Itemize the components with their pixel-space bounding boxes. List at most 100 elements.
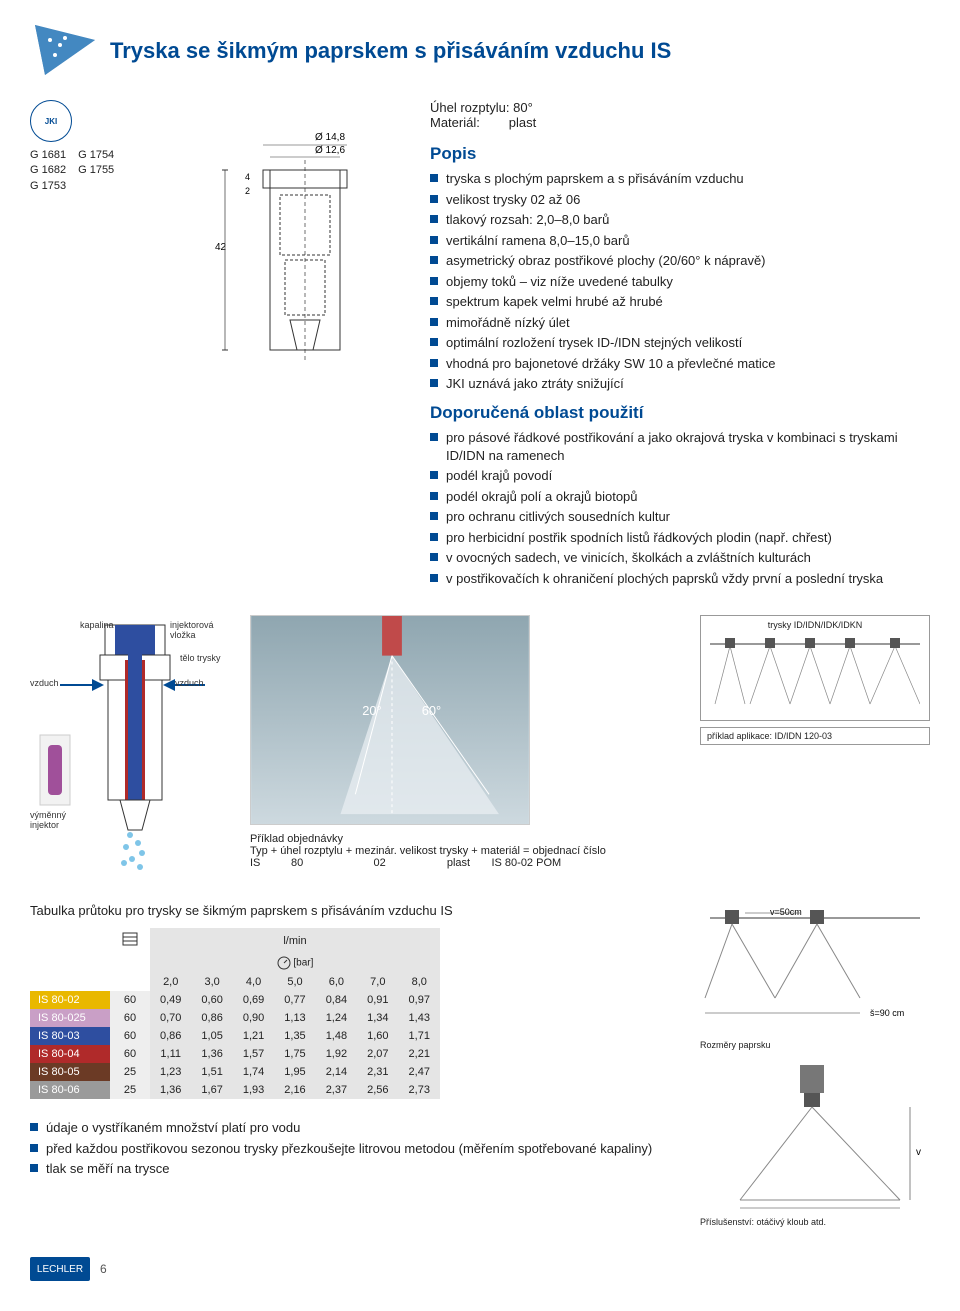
flow-cell: 2,56 (357, 1081, 398, 1099)
list-item: v postřikovačích k ohraničení plochých p… (430, 570, 930, 588)
list-item: vertikální ramena 8,0–15,0 barů (430, 232, 930, 250)
flow-cell: 0,70 (150, 1009, 191, 1027)
label-injektorova-vlozka: injektorová vložka (170, 620, 230, 640)
list-item: pro herbicidní postřik spodních listů řá… (430, 529, 930, 547)
list-item: spektrum kapek velmi hrubé až hrubé (430, 293, 930, 311)
table-row: IS 80-04601,111,361,571,751,922,072,21 (30, 1045, 440, 1063)
flow-cell: 1,92 (316, 1045, 357, 1063)
flow-cell: 1,13 (274, 1009, 315, 1027)
page-header: Tryska se šikmým paprskem s přisáváním v… (30, 20, 930, 80)
list-item: JKI uznává jako ztráty snižující (430, 375, 930, 393)
dim-h1: 4 (245, 172, 250, 182)
jki-block: JKI G 1681 G 1682 G 1753 G 1754 G 1755 (30, 100, 140, 590)
flow-cell: 2,37 (316, 1081, 357, 1099)
illus-example-app: příklad aplikace: ID/IDN 120-03 (700, 727, 930, 745)
list-item: optimální rozložení trysek ID-/IDN stejn… (430, 334, 930, 352)
flow-cell: 0,86 (150, 1027, 191, 1045)
spray-dimension-illustrations: v=50cm š=90 cm Rozměry paprsku v š Přísl… (700, 903, 930, 1227)
flow-cell: 1,35 (274, 1027, 315, 1045)
label-kapalina: kapalina (80, 620, 114, 630)
type-cell: IS 80-06 (30, 1081, 110, 1099)
dim-d1: Ø 14,8 (315, 132, 345, 143)
cutaway-diagram: kapalina injektorová vložka tělo trysky … (30, 615, 230, 878)
label-vymenny-injektor: výměnný injektor (30, 810, 80, 830)
flow-cell: 1,48 (316, 1027, 357, 1045)
gauge-icon (277, 956, 291, 970)
flow-cell: 1,51 (191, 1063, 232, 1081)
list-item: pro ochranu citlivých sousedních kultur (430, 508, 930, 526)
list-item: objemy toků – viz níže uvedené tabulky (430, 273, 930, 291)
angle-20: 20° (362, 703, 381, 718)
flow-table: l/min [bar] 2,03,04,05,06,07,08,0 IS 80-… (30, 928, 440, 1099)
flow-cell: 2,21 (399, 1045, 440, 1063)
flow-cell: 0,49 (150, 991, 191, 1009)
list-item: tryska s plochým paprskem a s přisáváním… (430, 170, 930, 188)
sieve-cell: 60 (110, 1045, 150, 1063)
illus-top: trysky ID/IDN/IDK/IDKN (700, 615, 930, 721)
list-item: údaje o vystříkaném množství platí pro v… (30, 1119, 670, 1137)
lechler-logo: LECHLER (30, 1257, 90, 1281)
jki-codes-col1: G 1681 G 1682 G 1753 (30, 148, 66, 194)
flow-cell: 0,97 (399, 991, 440, 1009)
type-cell: IS 80-03 (30, 1027, 110, 1045)
prislusenstvi-label: Příslušenství: otáčivý kloub atd. (700, 1217, 930, 1227)
flow-cell: 0,91 (357, 991, 398, 1009)
list-item: v ovocných sadech, ve vinicích, školkách… (430, 549, 930, 567)
list-item: velikost trysky 02 až 06 (430, 191, 930, 209)
flow-cell: 0,90 (233, 1009, 274, 1027)
flow-cell: 0,77 (274, 991, 315, 1009)
spec-block: Úhel rozptylu: 80° Materiál: plast (430, 100, 930, 130)
angle-60: 60° (422, 703, 441, 718)
flow-cell: 1,34 (357, 1009, 398, 1027)
type-cell: IS 80-02 (30, 991, 110, 1009)
type-cell: IS 80-05 (30, 1063, 110, 1081)
sieve-cell: 25 (110, 1081, 150, 1099)
flow-cell: 1,71 (399, 1027, 440, 1045)
table-row: IS 80-02600,490,600,690,770,840,910,97 (30, 991, 440, 1009)
list-item: podél krajů povodí (430, 467, 930, 485)
type-cell: IS 80-04 (30, 1045, 110, 1063)
flow-cell: 1,24 (316, 1009, 357, 1027)
sieve-cell: 60 (110, 1009, 150, 1027)
label-telo-trysky: tělo trysky (180, 653, 221, 663)
flow-cell: 1,75 (274, 1045, 315, 1063)
flow-cell: 1,60 (357, 1027, 398, 1045)
list-item: mimořádně nízký úlet (430, 314, 930, 332)
doporuceni-list: pro pásové řádkové postřikování a jako o… (430, 429, 930, 587)
flow-cell: 2,73 (399, 1081, 440, 1099)
table-row: IS 80-05251,231,511,741,952,142,312,47 (30, 1063, 440, 1081)
dim-s90: š=90 cm (870, 1008, 904, 1018)
flow-cell: 0,60 (191, 991, 232, 1009)
flow-table-title: Tabulka průtoku pro trysky se šikmým pap… (30, 903, 670, 918)
triangle-logo (30, 20, 100, 80)
dim-v: v (916, 1147, 921, 1158)
flow-cell: 1,74 (233, 1063, 274, 1081)
flow-cell: 2,07 (357, 1045, 398, 1063)
sieve-cell: 60 (110, 1027, 150, 1045)
list-item: vhodná pro bajonetové držáky SW 10 a pře… (430, 355, 930, 373)
flow-cell: 0,84 (316, 991, 357, 1009)
table-row: IS 80-025600,700,860,901,131,241,341,43 (30, 1009, 440, 1027)
label-vzduch-l: vzduch (30, 678, 59, 688)
popis-list: tryska s plochým paprskem a s přisáváním… (430, 170, 930, 393)
flow-cell: 0,86 (191, 1009, 232, 1027)
dim-v50: v=50cm (770, 907, 802, 917)
type-cell: IS 80-025 (30, 1009, 110, 1027)
order-example: Příklad objednávky Typ + úhel rozptylu +… (250, 833, 680, 869)
flow-cell: 2,31 (357, 1063, 398, 1081)
list-item: tlak se měří na trysce (30, 1160, 670, 1178)
page-title: Tryska se šikmým paprskem s přisáváním v… (110, 20, 671, 64)
spray-pattern-photo: 20° 60° (250, 615, 530, 825)
page-number: 6 (100, 1262, 107, 1276)
table-row: IS 80-06251,361,671,932,162,372,562,73 (30, 1081, 440, 1099)
list-item: asymetrický obraz postřikové plochy (20/… (430, 252, 930, 270)
popis-title: Popis (430, 144, 930, 164)
dim-h2: 2 (245, 186, 250, 196)
flow-cell: 1,36 (191, 1045, 232, 1063)
flow-cell: 1,67 (191, 1081, 232, 1099)
dim-d2: Ø 12,6 (315, 145, 345, 156)
sieve-icon (120, 931, 140, 947)
page-footer: LECHLER 6 (30, 1257, 930, 1281)
flow-cell: 1,95 (274, 1063, 315, 1081)
jki-codes-col2: G 1754 G 1755 (78, 148, 114, 194)
